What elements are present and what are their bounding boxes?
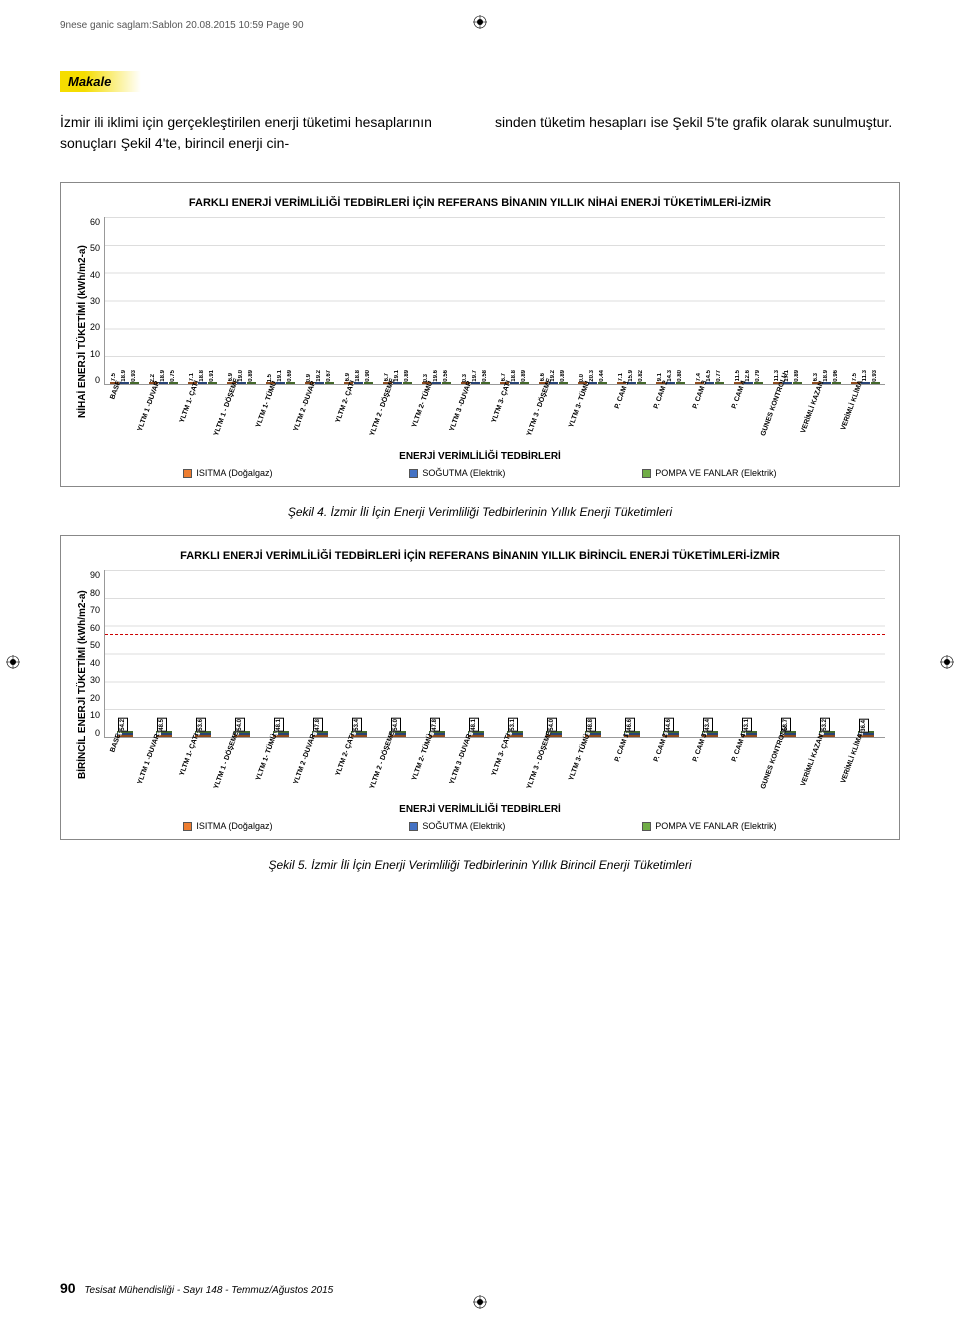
bar-group: 11.317.10.89 [768, 217, 807, 384]
chart-2-legend: ISITMA (Doğalgaz) SOĞUTMA (Elektrik) POM… [75, 821, 885, 831]
chart-1-legend: ISITMA (Doğalgaz) SOĞUTMA (Elektrik) POM… [75, 468, 885, 478]
bar-group: 11.340.353.7 [768, 570, 807, 737]
crop-mark-right [940, 655, 954, 669]
bar-group: 7.115.90.82 [612, 217, 651, 384]
legend-pompa-2: POMPA VE FANLAR (Elektrik) [642, 821, 776, 831]
bar-group: 11.529.743.1 [729, 570, 768, 737]
body-paragraph: İzmir ili iklimi için gerçekleştirilen e… [60, 112, 900, 154]
chart-2-yticks: 9080706050403020100 [90, 570, 104, 800]
bar-group: 6.344.653.2 [807, 570, 846, 737]
bar-group: 6.945.054.0 [222, 570, 261, 737]
bar-group: 6.719.10.89 [378, 217, 417, 384]
chart-1-yticks: 6050403020100 [90, 217, 104, 447]
bar-group: 0.346.247.8 [417, 570, 456, 737]
bar-group: 1.519.10.69 [261, 217, 300, 384]
bar-group: 6.619.20.89 [534, 217, 573, 384]
bar-group: 7.526.736.4 [846, 570, 885, 737]
chart-1-box: FARKLI ENERJİ VERİMLİLİĞİ TEDBİRLERİ İÇİ… [60, 182, 900, 487]
chart-1-ylabel: NİHAİ ENERJİ TÜKETİMİ (kWh/m2-a) [75, 217, 90, 447]
crop-mark-top [473, 15, 487, 29]
bar-group: 0.047.848.8 [573, 570, 612, 737]
bar-group: 7.434.243.4 [690, 570, 729, 737]
legend-pompa-label-2: POMPA VE FANLAR (Elektrik) [655, 821, 776, 831]
page-number: 90 [60, 1280, 76, 1296]
chart-1-plot: 7.518.90.932.218.90.757.118.80.916.919.0… [104, 217, 885, 385]
bar-group: 7.118.80.91 [183, 217, 222, 384]
crop-mark-bottom [473, 1295, 487, 1309]
body-left: İzmir ili iklimi için gerçekleştirilen e… [60, 112, 465, 154]
legend-isitma: ISITMA (Doğalgaz) [183, 468, 272, 478]
bar-group: 7.544.554.2 [105, 570, 144, 737]
bar-group: 7.144.453.6 [183, 570, 222, 737]
bar-group: 7.518.90.93 [105, 217, 144, 384]
bar-group: 6.645.354.0 [534, 570, 573, 737]
legend-sogutma-2: SOĞUTMA (Elektrik) [409, 821, 505, 831]
bar-group: 0.319.60.56 [417, 217, 456, 384]
bar-group: 0.346.548.1 [456, 570, 495, 737]
section-tag: Makale [60, 71, 141, 92]
bar-group: 9.114.30.80 [651, 217, 690, 384]
chart-1-xlabels: BASEYLTM 1 -DUVARYLTM 1- ÇATIYLTM 1 - DÖ… [104, 385, 885, 447]
chart-1-caption: Şekil 4. İzmir İli İçin Enerji Verimlili… [60, 505, 900, 519]
bar-group: 7.414.50.77 [690, 217, 729, 384]
bar-group: 6.718.80.89 [495, 217, 534, 384]
legend-pompa: POMPA VE FANLAR (Elektrik) [642, 468, 776, 478]
legend-isitma-label-2: ISITMA (Doğalgaz) [196, 821, 272, 831]
footer-text: Tesisat Mühendisliği - Sayı 148 - Temmuz… [84, 1285, 333, 1296]
bar-group: 7.137.646.6 [612, 570, 651, 737]
legend-pompa-label: POMPA VE FANLAR (Elektrik) [655, 468, 776, 478]
legend-sogutma-label: SOĞUTMA (Elektrik) [422, 468, 505, 478]
bar-group: 6.944.453.4 [339, 570, 378, 737]
legend-sogutma: SOĞUTMA (Elektrik) [409, 468, 505, 478]
chart-1-xtitle: ENERJİ VERİMLİLİĞİ TEDBİRLERİ [75, 451, 885, 462]
bar-group: 6.744.353.1 [495, 570, 534, 737]
chart-2-xtitle: ENERJİ VERİMLİLİĞİ TEDBİRLERİ [75, 804, 885, 815]
chart-2-title: FARKLI ENERJİ VERİMLİLİĞİ TEDBİRLERİ İÇİ… [75, 550, 885, 562]
bar-group: 2.218.90.75 [144, 217, 183, 384]
chart-2-ylabel: BİRİNCİL ENERJİ TÜKETİMİ (kWh/m2-a) [75, 570, 90, 800]
legend-isitma-2: ISITMA (Doğalgaz) [183, 821, 272, 831]
chart-1-title: FARKLI ENERJİ VERİMLİLİĞİ TEDBİRLERİ İÇİ… [75, 197, 885, 209]
bar-group: 7.511.30.93 [846, 217, 885, 384]
bar-group: 1.545.048.1 [261, 570, 300, 737]
bar-group: 6.919.00.89 [222, 217, 261, 384]
bar-group: 2.144.548.5 [144, 570, 183, 737]
bar-group: 6.918.80.90 [339, 217, 378, 384]
bar-group: 6.745.254.0 [378, 570, 417, 737]
bar-group: 11.512.60.79 [729, 217, 768, 384]
chart-2-plot: 7.544.554.22.144.548.57.144.453.66.945.0… [104, 570, 885, 738]
bar-group: 0.319.70.58 [456, 217, 495, 384]
bar-group: 0.020.30.44 [573, 217, 612, 384]
legend-isitma-label: ISITMA (Doğalgaz) [196, 468, 272, 478]
bar-group: 6.318.90.96 [807, 217, 846, 384]
crop-mark-left [6, 655, 20, 669]
bar-group: 0.945.347.8 [300, 570, 339, 737]
chart-2-xlabels: BASEYLTM 1 -DUVARYLTM 1- ÇATIYLTM 1 - DÖ… [104, 738, 885, 800]
legend-sogutma-label-2: SOĞUTMA (Elektrik) [422, 821, 505, 831]
bar-group: 9.133.644.6 [651, 570, 690, 737]
bar-group: 0.919.20.67 [300, 217, 339, 384]
chart-2-caption: Şekil 5. İzmir İli İçin Enerji Verimlili… [60, 858, 900, 872]
chart-2-box: FARKLI ENERJİ VERİMLİLİĞİ TEDBİRLERİ İÇİ… [60, 535, 900, 840]
page-footer: 90 Tesisat Mühendisliği - Sayı 148 - Tem… [60, 1280, 333, 1296]
body-right: sinden tüketim hesapları ise Şekil 5'te … [495, 112, 900, 154]
